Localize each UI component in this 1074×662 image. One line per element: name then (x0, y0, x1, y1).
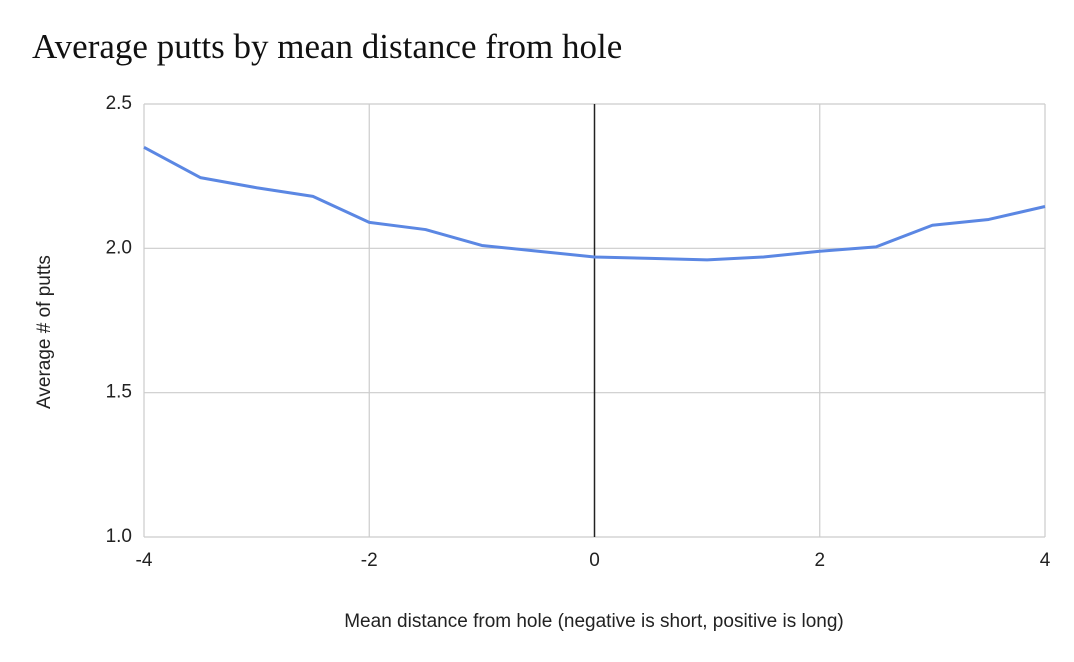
chart-title: Average putts by mean distance from hole (32, 27, 622, 66)
x-tick-label: -4 (136, 550, 153, 571)
x-tick-label: -2 (361, 550, 378, 571)
x-axis-label: Mean distance from hole (negative is sho… (344, 611, 844, 632)
y-tick-label: 2.0 (106, 237, 132, 258)
y-tick-label: 2.5 (106, 93, 132, 114)
y-axis-label: Average # of putts (34, 255, 55, 409)
x-tick-label: 2 (814, 550, 825, 571)
x-tick-label: 4 (1040, 550, 1051, 571)
data-line (143, 145, 1046, 262)
y-tick-label: 1.5 (106, 382, 132, 403)
x-tick-label: 0 (589, 550, 600, 571)
y-tick-label: 1.0 (106, 526, 132, 547)
